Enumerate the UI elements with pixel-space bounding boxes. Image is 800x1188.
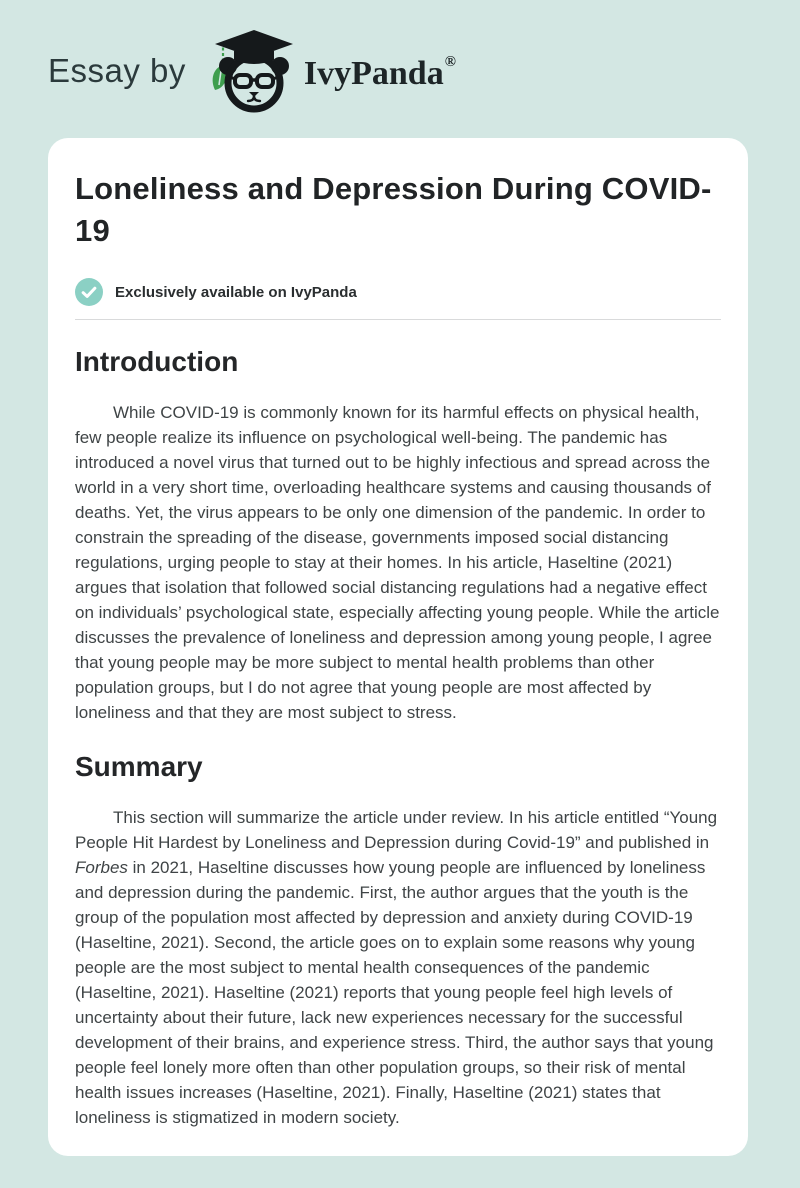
header-prefix: Essay by — [48, 52, 186, 89]
paragraph: This section will summarize the article … — [75, 808, 718, 1127]
availability-label: Exclusively available on IvyPanda — [115, 283, 357, 301]
check-icon — [75, 278, 103, 306]
section-summary: Summary This section will summarize the … — [75, 751, 721, 1130]
paragraph: While COVID-19 is commonly known for its… — [75, 403, 720, 722]
page: Essay by — [0, 28, 800, 1156]
brand-name: IvyPanda ® — [303, 51, 456, 92]
section-introduction: Introduction While COVID-19 is commonly … — [75, 346, 721, 725]
site-header: Essay by — [0, 28, 800, 114]
essay-title: Loneliness and Depression During COVID-1… — [75, 171, 712, 248]
essay-card: Loneliness and Depression During COVID-1… — [48, 138, 748, 1156]
panda-graduate-logo-icon — [200, 29, 296, 113]
section-heading: Summary — [75, 751, 203, 782]
availability-badge: Exclusively available on IvyPanda — [75, 278, 721, 306]
divider — [75, 319, 721, 320]
brand-wordmark: IvyPanda — [303, 55, 444, 92]
section-heading: Introduction — [75, 346, 239, 377]
registered-trademark: ® — [444, 54, 456, 70]
